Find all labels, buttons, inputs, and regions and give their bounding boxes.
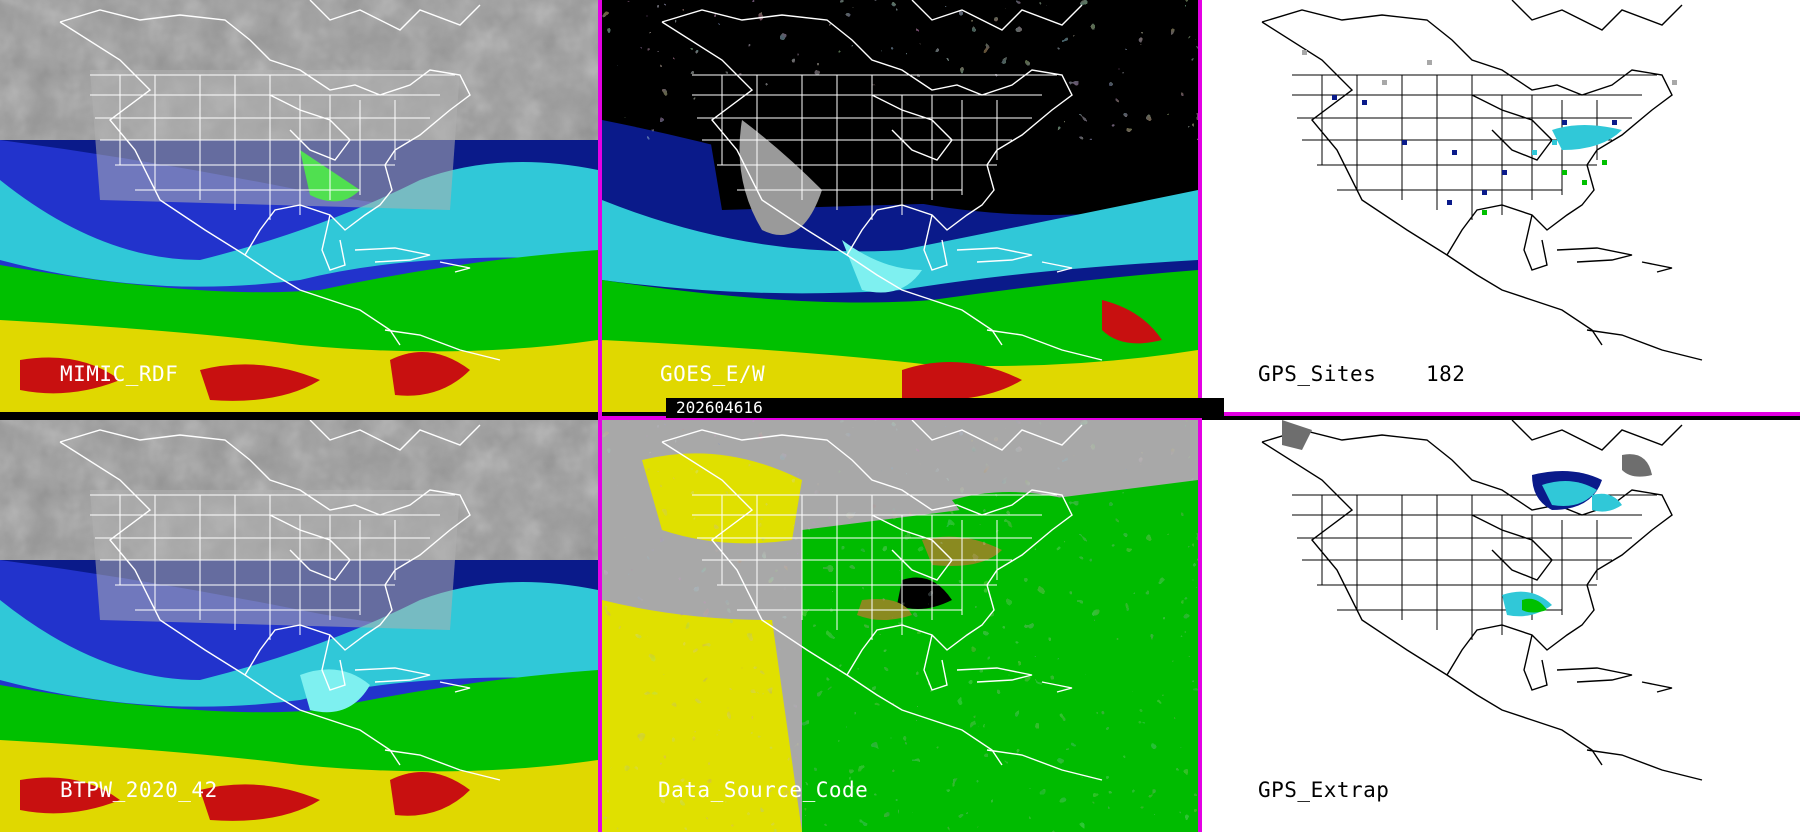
panel-data-source-code: Data_Source_Code bbox=[602, 420, 1198, 832]
panel-label-goes: GOES_E/W bbox=[660, 362, 766, 386]
panel-gps-sites: GPS_Sites 182 bbox=[1202, 0, 1800, 412]
gps-extrap-map bbox=[1202, 420, 1800, 832]
divider-horizontal-left bbox=[0, 416, 598, 420]
panel-label-gps-sites: GPS_Sites bbox=[1258, 362, 1377, 386]
panel-mimic-rdf: MIMIC_RDF bbox=[0, 0, 598, 412]
panel-label-mimic: MIMIC_RDF bbox=[60, 362, 179, 386]
panel-goes-ew: GOES_E/W bbox=[602, 0, 1198, 412]
tpw-map-goes bbox=[602, 0, 1198, 412]
divider-horizontal-mid bbox=[602, 416, 1198, 420]
panel-label-source: Data_Source_Code bbox=[658, 778, 869, 802]
gps-sites-map bbox=[1202, 0, 1800, 412]
divider-horizontal bbox=[1202, 412, 1800, 416]
tpw-map-btpw bbox=[0, 420, 598, 832]
panel-btpw: BTPW_2020_42 bbox=[0, 420, 598, 832]
timestamp-bar: 202604616 bbox=[666, 398, 1224, 418]
gps-site-count: 182 bbox=[1426, 362, 1466, 386]
panel-label-btpw: BTPW_2020_42 bbox=[60, 778, 218, 802]
divider-vertical-left bbox=[598, 0, 602, 832]
panel-label-gps-extrap: GPS_Extrap bbox=[1258, 778, 1390, 802]
tpw-map-mimic bbox=[0, 0, 598, 412]
panel-gps-extrap: GPS_Extrap bbox=[1202, 420, 1800, 832]
gps-site-markers bbox=[1302, 50, 1677, 215]
data-source-map bbox=[602, 420, 1198, 832]
